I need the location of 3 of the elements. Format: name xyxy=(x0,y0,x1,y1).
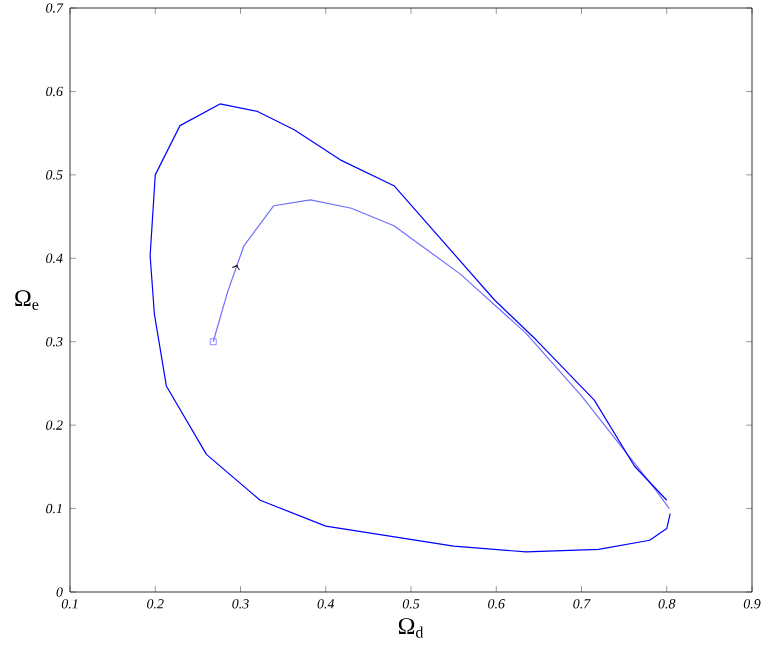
line-series xyxy=(149,103,671,553)
x-axis-title: Ω$_{d}$ xyxy=(398,618,424,638)
y-axis-title: Ω$_{e}$ xyxy=(15,290,39,310)
